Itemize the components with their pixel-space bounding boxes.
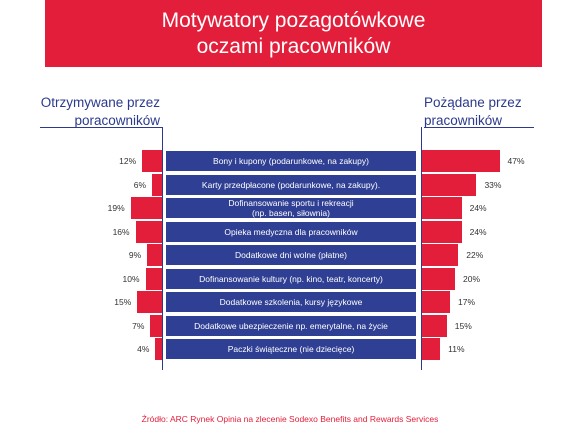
category-label-text: Paczki świąteczne (nie dziecięce) bbox=[228, 344, 355, 354]
bar-desired bbox=[422, 338, 441, 360]
value-label-desired: 24% bbox=[469, 226, 487, 237]
value-label-received: 19% bbox=[107, 203, 125, 213]
value-label-desired: 22% bbox=[466, 250, 484, 260]
category-label: Dodatkowe ubezpieczenie np. emerytalne, … bbox=[166, 315, 416, 336]
bar-desired bbox=[422, 314, 447, 337]
bar-received bbox=[142, 150, 162, 172]
category-label-line: Paczki świąteczne (nie dziecięce) bbox=[227, 344, 355, 354]
value-label-received: 16% bbox=[112, 226, 130, 237]
bar-desired bbox=[422, 220, 462, 243]
right-axis-line bbox=[421, 127, 422, 370]
value-label-desired: 33% bbox=[484, 179, 502, 190]
category-label-text: Dofinansowanie sportu i rekreacji (np. ba… bbox=[228, 198, 353, 218]
title-line-2: oczami pracowników bbox=[196, 35, 391, 58]
category-label: Dofinansowanie kultury (np. kino, teatr,… bbox=[166, 268, 416, 289]
bar-desired bbox=[422, 267, 455, 290]
value-label-received: 7% bbox=[132, 320, 145, 331]
value-label-desired: 24% bbox=[469, 203, 487, 213]
bar-received bbox=[137, 291, 162, 313]
category-label-line: Dodatkowe ubezpieczenie np. emerytalne, … bbox=[194, 320, 388, 331]
category-label: Dodatkowe szkolenia, kursy językowe bbox=[166, 292, 416, 312]
value-label-received: 9% bbox=[128, 250, 142, 260]
category-label-line: Karty przedpłacone (podarunkowe, na zaku… bbox=[201, 179, 381, 190]
bar-received bbox=[152, 173, 162, 196]
value-label-received: 6% bbox=[133, 179, 147, 190]
left-divider bbox=[40, 127, 162, 128]
value-label-desired: 17% bbox=[458, 297, 476, 307]
bar-desired bbox=[422, 173, 477, 196]
value-label-desired: 11% bbox=[448, 344, 465, 354]
bar-received bbox=[130, 197, 162, 219]
value-label-desired: 15% bbox=[454, 320, 472, 331]
category-label: Dodatkowe dni wolne (płatne) bbox=[166, 245, 416, 265]
bar-received bbox=[135, 220, 162, 243]
left-axis-line bbox=[162, 127, 163, 370]
category-label-text: Dodatkowe dni wolne (płatne) bbox=[235, 250, 347, 260]
value-label-received: 4% bbox=[137, 344, 150, 354]
title-line-1: Motywatory pozagotówkowe bbox=[161, 9, 426, 32]
category-label-line: Dofinansowanie kultury (np. kino, teatr,… bbox=[199, 273, 383, 284]
title-banner: Motywatory pozagotówkowe oczami pracowni… bbox=[45, 0, 542, 67]
left-column-label: Otrzymywane przez poracowników bbox=[40, 94, 160, 130]
category-label-text: Bony i kupony (podarunkowe, na zakupy) bbox=[213, 156, 369, 166]
category-label-line: Dodatkowe szkolenia, kursy językowe bbox=[219, 297, 363, 307]
bar-received bbox=[155, 338, 162, 360]
category-label: Karty przedpłacone (podarunkowe, na zaku… bbox=[166, 174, 416, 195]
category-label-text: Dodatkowe szkolenia, kursy językowe bbox=[220, 297, 363, 307]
source-note: Źródło: ARC Rynek Opinia na zlecenie Sod… bbox=[141, 414, 439, 424]
category-label: Dofinansowanie sportu i rekreacji (np. ba… bbox=[166, 198, 416, 218]
bar-desired bbox=[422, 197, 462, 219]
category-label-line: Dofinansowanie sportu i rekreacji bbox=[228, 198, 354, 208]
bar-desired bbox=[422, 244, 459, 266]
left-label-line-1: Otrzymywane przez bbox=[40, 95, 160, 110]
left-label-line-2: poracowników bbox=[74, 113, 160, 128]
category-label-text: Opieka medyczna dla pracowników bbox=[224, 227, 357, 237]
right-divider bbox=[424, 127, 534, 128]
right-column-label: Pożądane przez pracowników bbox=[424, 94, 554, 130]
bar-desired bbox=[422, 150, 500, 172]
right-label-line-2: pracowników bbox=[424, 113, 503, 128]
category-label-line: Dodatkowe dni wolne (płatne) bbox=[235, 250, 347, 260]
category-label: Opieka medyczna dla pracowników bbox=[166, 221, 416, 242]
value-label-received: 10% bbox=[122, 273, 140, 284]
category-label-text: Dofinansowanie kultury (np. kino, teatr,… bbox=[199, 274, 383, 284]
category-label-text: Karty przedpłacone (podarunkowe, na zaku… bbox=[202, 180, 380, 190]
right-label-line-1: Pożądane przez bbox=[424, 95, 522, 110]
bar-received bbox=[150, 314, 162, 337]
category-label-line: (np. basen, siłownia) bbox=[252, 208, 330, 218]
value-label-desired: 20% bbox=[463, 273, 481, 284]
bar-received bbox=[147, 244, 162, 266]
bar-received bbox=[145, 267, 162, 290]
bar-desired bbox=[422, 291, 451, 313]
value-label-received: 15% bbox=[114, 297, 132, 307]
category-label-text: Dodatkowe ubezpieczenie np. emerytalne, … bbox=[194, 321, 388, 331]
value-label-received: 12% bbox=[119, 156, 137, 166]
category-label: Bony i kupony (podarunkowe, na zakupy) bbox=[166, 151, 416, 171]
category-label-line: Bony i kupony (podarunkowe, na zakupy) bbox=[213, 156, 369, 166]
category-label: Paczki świąteczne (nie dziecięce) bbox=[166, 339, 416, 359]
value-label-desired: 47% bbox=[507, 156, 525, 166]
category-label-line: Opieka medyczna dla pracowników bbox=[224, 226, 358, 237]
